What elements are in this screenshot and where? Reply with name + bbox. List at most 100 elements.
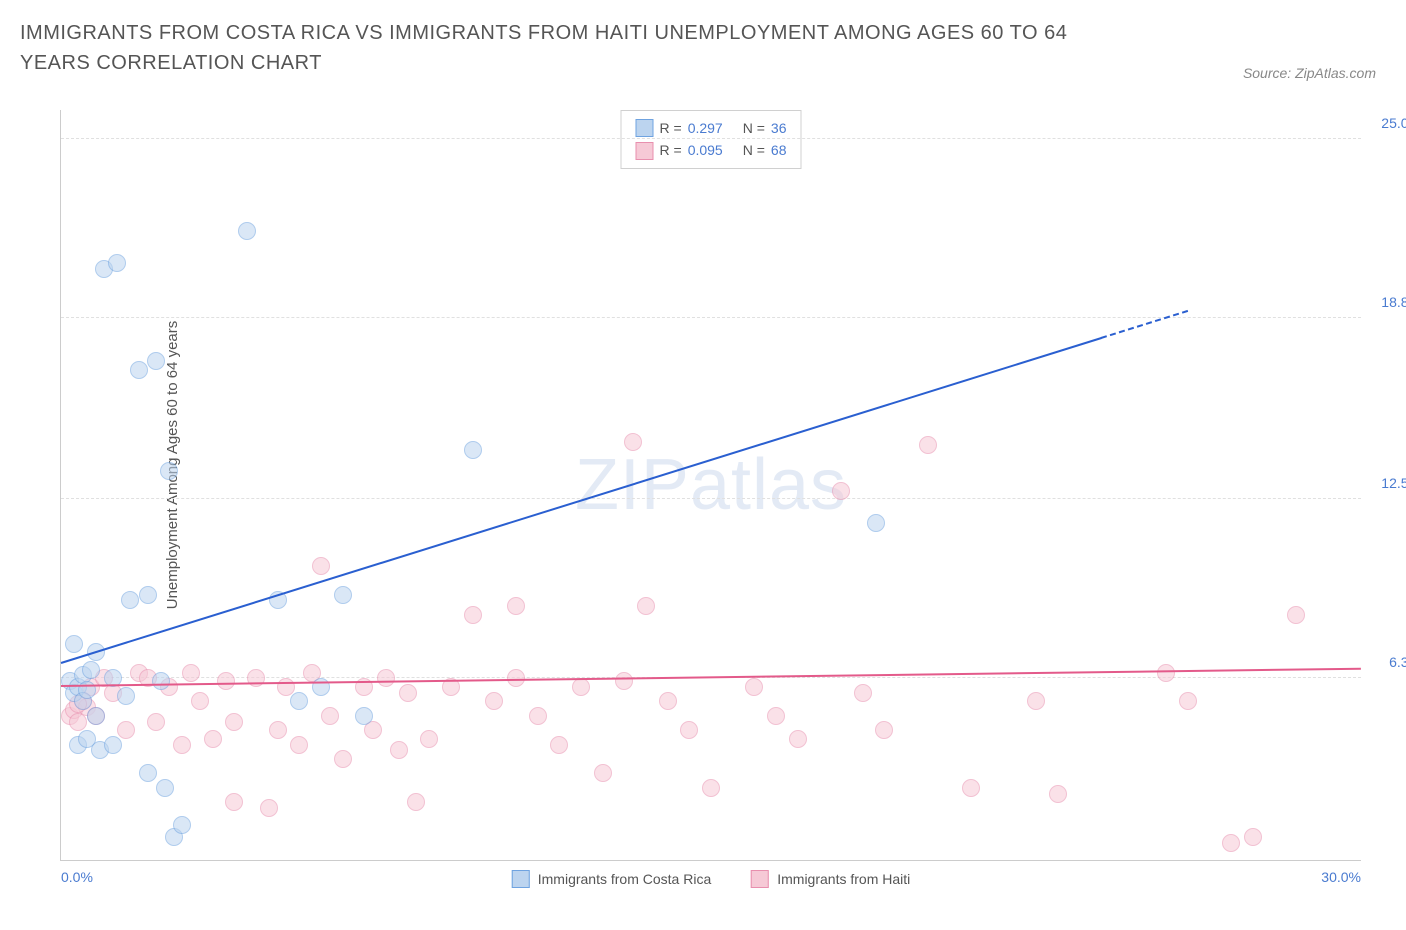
data-point [745, 678, 763, 696]
data-point [290, 736, 308, 754]
data-point [78, 681, 96, 699]
legend-label: Immigrants from Haiti [777, 871, 910, 887]
legend-row-costa-rica: R = 0.297 N = 36 [636, 117, 787, 139]
data-point [529, 707, 547, 725]
data-point [87, 707, 105, 725]
data-point [1244, 828, 1262, 846]
data-point [104, 736, 122, 754]
data-point [247, 669, 265, 687]
data-point [121, 591, 139, 609]
data-point [572, 678, 590, 696]
n-label: N = [743, 117, 765, 139]
trend-line [61, 337, 1102, 664]
r-value: 0.095 [688, 139, 723, 161]
n-value: 36 [771, 117, 787, 139]
data-point [108, 254, 126, 272]
data-point [130, 361, 148, 379]
data-point [225, 793, 243, 811]
r-label: R = [660, 139, 682, 161]
swatch-haiti [751, 870, 769, 888]
data-point [867, 514, 885, 532]
data-point [407, 793, 425, 811]
data-point [173, 736, 191, 754]
swatch-costa-rica [636, 119, 654, 137]
trend-line [1101, 310, 1188, 339]
swatch-costa-rica [512, 870, 530, 888]
data-point [173, 816, 191, 834]
data-point [290, 692, 308, 710]
data-point [147, 713, 165, 731]
y-tick-label: 12.5% [1381, 475, 1406, 491]
data-point [390, 741, 408, 759]
data-point [919, 436, 937, 454]
data-point [204, 730, 222, 748]
data-point [139, 586, 157, 604]
data-point [615, 672, 633, 690]
data-point [680, 721, 698, 739]
data-point [277, 678, 295, 696]
watermark-text: ZIPatlas [575, 444, 847, 526]
swatch-haiti [636, 142, 654, 160]
data-point [399, 684, 417, 702]
data-point [269, 721, 287, 739]
scatter-plot: ZIPatlas R = 0.297 N = 36 R = 0.095 N = … [60, 110, 1361, 861]
data-point [160, 462, 178, 480]
legend-item-costa-rica: Immigrants from Costa Rica [512, 870, 711, 888]
data-point [594, 764, 612, 782]
data-point [65, 635, 83, 653]
r-value: 0.297 [688, 117, 723, 139]
data-point [82, 661, 100, 679]
series-legend: Immigrants from Costa Rica Immigrants fr… [512, 870, 911, 888]
data-point [238, 222, 256, 240]
data-point [1222, 834, 1240, 852]
x-tick-label: 30.0% [1321, 869, 1361, 885]
data-point [334, 750, 352, 768]
gridline [61, 498, 1361, 499]
data-point [1049, 785, 1067, 803]
y-tick-label: 18.8% [1381, 294, 1406, 310]
data-point [464, 606, 482, 624]
gridline [61, 138, 1361, 139]
data-point [217, 672, 235, 690]
data-point [1027, 692, 1045, 710]
data-point [420, 730, 438, 748]
legend-row-haiti: R = 0.095 N = 68 [636, 139, 787, 161]
data-point [139, 764, 157, 782]
data-point [789, 730, 807, 748]
data-point [702, 779, 720, 797]
data-point [377, 669, 395, 687]
data-point [1179, 692, 1197, 710]
data-point [191, 692, 209, 710]
data-point [1287, 606, 1305, 624]
data-point [152, 672, 170, 690]
data-point [624, 433, 642, 451]
data-point [321, 707, 339, 725]
source-credit: Source: ZipAtlas.com [1243, 65, 1376, 81]
data-point [182, 664, 200, 682]
data-point [875, 721, 893, 739]
r-label: R = [660, 117, 682, 139]
data-point [767, 707, 785, 725]
n-label: N = [743, 139, 765, 161]
data-point [147, 352, 165, 370]
data-point [832, 482, 850, 500]
data-point [962, 779, 980, 797]
correlation-legend: R = 0.297 N = 36 R = 0.095 N = 68 [621, 110, 802, 169]
data-point [355, 707, 373, 725]
data-point [117, 687, 135, 705]
y-tick-label: 25.0% [1381, 115, 1406, 131]
y-tick-label: 6.3% [1389, 654, 1406, 670]
data-point [637, 597, 655, 615]
legend-label: Immigrants from Costa Rica [538, 871, 711, 887]
data-point [550, 736, 568, 754]
data-point [260, 799, 278, 817]
n-value: 68 [771, 139, 787, 161]
data-point [156, 779, 174, 797]
data-point [507, 597, 525, 615]
chart-title: IMMIGRANTS FROM COSTA RICA VS IMMIGRANTS… [20, 18, 1120, 78]
data-point [464, 441, 482, 459]
data-point [1157, 664, 1175, 682]
data-point [225, 713, 243, 731]
data-point [117, 721, 135, 739]
data-point [312, 557, 330, 575]
